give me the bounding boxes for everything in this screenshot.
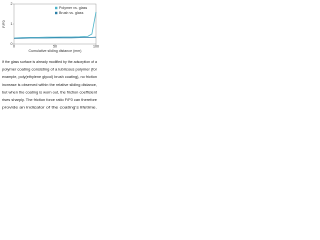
legend-label: Polymer vs. glass — [59, 6, 87, 10]
y-axis-label: F/F0 — [2, 20, 6, 27]
series-line — [13, 36, 97, 39]
legend-swatch — [55, 6, 58, 10]
legend-swatch — [55, 11, 58, 15]
x-axis-label: Cumulative sliding distance (mm) — [29, 49, 82, 53]
y-tick-label: 1 — [11, 22, 13, 26]
legend-label: Brush vs. glass — [59, 11, 84, 15]
x-tick-label: 50 — [53, 44, 57, 48]
x-tick-label: 100 — [93, 44, 99, 48]
caption-line: increase is observed within the relative… — [2, 82, 97, 87]
y-tick-label: 2 — [11, 2, 13, 6]
page: Cumulative sliding distance (mm) F/F0 0 1… — [0, 0, 100, 121]
figure: Cumulative sliding distance (mm) F/F0 0 1… — [2, 2, 99, 110]
caption-line: If the glass surface is already modified… — [2, 59, 98, 64]
caption-line: polymer coating consisting of a lubricou… — [2, 67, 98, 72]
caption-line: example, poly(ethylene glycol) brush coa… — [2, 74, 97, 79]
y-tick-label: 0 — [11, 42, 13, 46]
caption-line: but when the coating is worn out, the fr… — [2, 89, 98, 94]
x-tick-label: 0 — [13, 44, 15, 48]
series-line — [13, 11, 97, 39]
caption-line: provide an indicator of the coating's li… — [2, 105, 97, 110]
caption-line: rises sharply. The friction force ratio … — [2, 97, 97, 102]
